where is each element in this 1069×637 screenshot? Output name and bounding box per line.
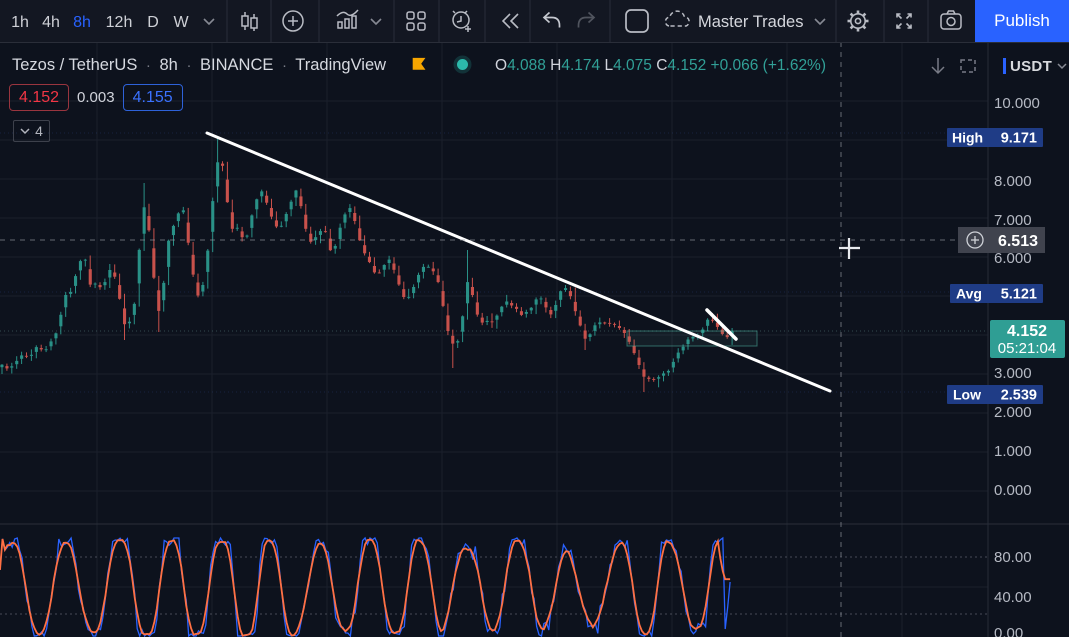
svg-text:12h: 12h	[106, 14, 133, 31]
svg-text:Master Trades: Master Trades	[698, 13, 803, 31]
svg-text:Low: Low	[953, 387, 981, 403]
svg-text:High: High	[952, 130, 983, 146]
svg-text:2.539: 2.539	[1001, 388, 1037, 404]
svg-text:9.171: 9.171	[1001, 131, 1037, 147]
svg-text:4h: 4h	[42, 14, 60, 31]
svg-text:1h: 1h	[11, 14, 29, 31]
svg-text:6.513: 6.513	[998, 233, 1038, 250]
svg-text:Avg: Avg	[956, 286, 982, 302]
svg-text:8h: 8h	[73, 14, 91, 31]
svg-text:5.121: 5.121	[1001, 287, 1037, 303]
svg-text:D: D	[147, 14, 159, 31]
svg-text:05:21:04: 05:21:04	[998, 340, 1056, 357]
svg-text:W: W	[173, 14, 189, 31]
svg-text:4.152: 4.152	[1007, 323, 1047, 340]
